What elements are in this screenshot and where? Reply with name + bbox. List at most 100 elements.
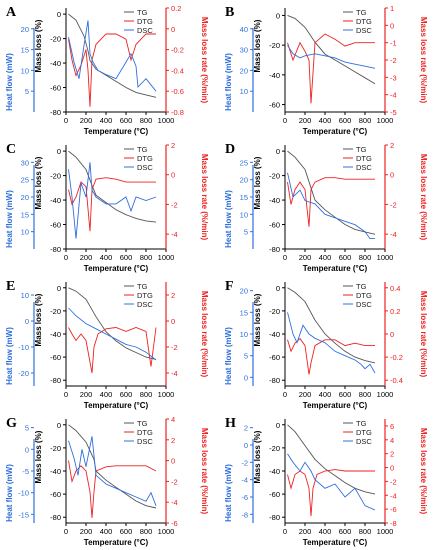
tg-tick-label: -60	[269, 101, 280, 110]
tg-tick-label: -60	[269, 353, 280, 362]
tg-tick-label: -60	[50, 221, 61, 230]
x-tick-label: 1000	[158, 527, 175, 536]
series-dtg	[287, 337, 375, 375]
dtg-tick-label: -4	[390, 230, 397, 239]
x-tick-label: 0	[64, 253, 68, 262]
legend-label-tg: TG	[356, 419, 367, 428]
dsc-axis-title: Heat flow (mW)	[224, 190, 233, 248]
tg-tick-label: -20	[50, 172, 61, 181]
series-tg	[287, 287, 376, 364]
dtg-tick-label: -0.8	[171, 108, 184, 117]
dtg-tick-label: -6	[171, 519, 178, 528]
x-tick-label: 0	[283, 390, 287, 399]
dtg-tick-label: 6	[390, 422, 394, 431]
tg-tick-label: 0	[57, 147, 61, 156]
series-dtg	[68, 33, 156, 107]
tg-tick-label: 0	[57, 421, 61, 430]
dtg-tick-label: -6	[390, 505, 397, 514]
tg-tick-label: -60	[269, 221, 280, 230]
legend-label-dsc: DSC	[356, 300, 372, 309]
x-axis-title: Temperature (°C)	[303, 401, 368, 410]
dtg-tick-label: 1	[390, 4, 394, 13]
x-tick-label: 0	[64, 116, 68, 125]
dsc-axis-title: Heat flow (mW)	[5, 327, 14, 385]
dtg-tick-label: 2	[171, 436, 175, 445]
dtg-tick-label: 2	[390, 141, 394, 150]
tg-tick-label: 0	[276, 421, 280, 430]
x-tick-label: 1000	[377, 116, 394, 125]
tg-tick-label: 0	[276, 284, 280, 293]
x-tick-label: 800	[140, 253, 153, 262]
tg-axis-title: Mass loss (%)	[253, 293, 262, 346]
dtg-tick-label: 2	[390, 450, 394, 459]
legend-label-dtg: DTG	[137, 17, 153, 26]
x-tick-label: 1000	[377, 253, 394, 262]
x-tick-label: 600	[120, 390, 133, 399]
tg-tick-label: -60	[269, 490, 280, 499]
x-tick-label: 600	[339, 390, 352, 399]
dtg-tick-label: 2	[171, 291, 175, 300]
panel-letter: D	[225, 142, 235, 157]
legend-label-tg: TG	[356, 8, 367, 17]
tg-axis-title: Mass loss (%)	[34, 293, 43, 346]
dtg-tick-label: -0.4	[390, 376, 403, 385]
tg-tick-label: -20	[50, 444, 61, 453]
dtg-tick-label: -0.2	[171, 46, 184, 55]
x-tick-label: 400	[319, 116, 332, 125]
tg-tick-label: -80	[50, 245, 61, 254]
dtg-tick-label: -2	[171, 343, 178, 352]
legend-label-dtg: DTG	[137, 428, 153, 437]
legend-label-tg: TG	[356, 282, 367, 291]
tg-tick-label: -60	[50, 490, 61, 499]
dsc-axis-title: Heat flow (mW)	[5, 464, 14, 522]
x-tick-label: 200	[80, 116, 93, 125]
tg-axis-title: Mass loss (%)	[34, 156, 43, 209]
dtg-tick-label: -0.2	[390, 353, 403, 362]
dsc-tick-label: 10	[240, 330, 248, 339]
x-axis-title: Temperature (°C)	[84, 264, 149, 273]
dtg-tick-label: -2	[171, 200, 178, 209]
dsc-tick-label: 20	[21, 193, 29, 202]
series-tg	[68, 150, 157, 223]
dtg-tick-label: 0	[390, 464, 394, 473]
series-dsc	[287, 45, 376, 69]
dsc-tick-label: 5	[25, 424, 29, 433]
panel-letter: E	[6, 279, 15, 294]
legend-label-tg: TG	[137, 282, 148, 291]
x-tick-label: 1000	[377, 390, 394, 399]
dtg-tick-label: 0	[171, 25, 175, 34]
dsc-tick-label: 5	[244, 352, 248, 361]
dtg-tick-label: -4	[171, 369, 178, 378]
series-dtg	[287, 469, 375, 517]
dtg-tick-label: -4	[171, 498, 178, 507]
dsc-tick-label: 5	[244, 228, 248, 237]
x-tick-label: 600	[120, 116, 133, 125]
dtg-tick-label: -2	[390, 56, 397, 65]
tg-axis-title: Mass loss (%)	[253, 19, 262, 72]
legend-label-dsc: DSC	[356, 437, 372, 446]
x-tick-label: 400	[100, 527, 113, 536]
dsc-tick-label: 20	[240, 287, 248, 296]
x-tick-label: 800	[359, 253, 372, 262]
dtg-tick-label: -2	[390, 477, 397, 486]
dsc-axis-title: Heat flow (mW)	[5, 53, 14, 111]
x-tick-label: 200	[80, 253, 93, 262]
dsc-axis-title: Heat flow (mW)	[224, 53, 233, 111]
tg-axis-title: Mass loss (%)	[34, 19, 43, 72]
dtg-tick-label: -2	[171, 477, 178, 486]
tg-tick-label: -20	[269, 172, 280, 181]
tg-tick-label: -80	[50, 108, 61, 117]
tg-tick-label: -20	[269, 307, 280, 316]
dtg-axis-title: Mass loss rate (%/min)	[200, 428, 209, 515]
dsc-tick-label: 30	[21, 158, 29, 167]
dsc-axis-title: Heat flow (mW)	[224, 464, 233, 522]
x-tick-label: 400	[319, 527, 332, 536]
dtg-axis-title: Mass loss rate (%/min)	[200, 154, 209, 241]
tg-tick-label: -60	[50, 84, 61, 93]
dtg-tick-label: 0	[390, 21, 394, 30]
tg-axis-title: Mass loss (%)	[253, 156, 262, 209]
